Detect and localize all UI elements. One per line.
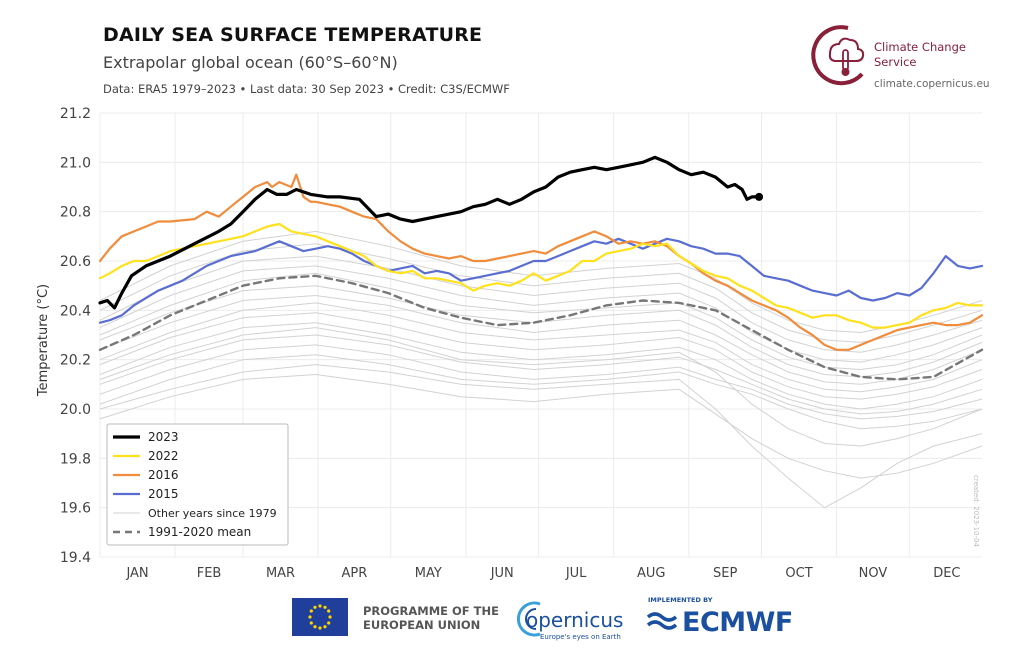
series-lines — [98, 155, 984, 381]
legend-label: Other years since 1979 — [148, 507, 277, 520]
y-tick-label: 20.2 — [60, 353, 91, 369]
ecmwf-wave-icon — [646, 612, 678, 630]
series-line-2015 — [98, 237, 984, 324]
other-year-line-7 — [99, 285, 983, 378]
copernicus-swirl-icon — [517, 601, 541, 637]
ecmwf-implemented-by: IMPLEMENTED BY — [648, 596, 713, 604]
y-tick-label: 20.0 — [60, 402, 91, 418]
ecmwf-logo: IMPLEMENTED BY ECMWF — [646, 596, 806, 642]
copernicus-logo: opernicus Europe's eyes on Earth — [510, 596, 630, 642]
other-years-lines — [99, 230, 983, 509]
chart-legend: 2023 2022 2016 2015 Other years since 1979 19… — [106, 423, 289, 546]
copernicus-name: opernicus — [526, 608, 624, 632]
other-year-line-5 — [99, 302, 983, 393]
y-tick-label: 21.0 — [60, 155, 91, 171]
y-tick-label: 19.8 — [60, 451, 91, 467]
ecmwf-name: ECMWF — [682, 607, 793, 638]
legend-label: 1991-2020 mean — [148, 525, 251, 539]
other-year-line-6 — [99, 294, 983, 385]
y-tick-label: 20.8 — [60, 205, 91, 221]
x-axis-ticks: JAN FEB MAR APR MAY JUN JUL AUG SEP OCT NOV DEC — [125, 566, 960, 581]
legend-box — [106, 423, 289, 546]
x-tick-label: MAR — [266, 566, 295, 581]
x-tick-label: JUN — [490, 566, 514, 581]
series-line-1991-2020-mean — [98, 274, 984, 381]
x-tick-label: OCT — [785, 566, 812, 581]
y-axis-label: Temperature (°C) — [36, 284, 51, 397]
y-tick-label: 19.6 — [60, 501, 91, 517]
other-year-line-11 — [99, 243, 983, 343]
x-tick-label: FEB — [197, 566, 222, 581]
x-tick-label: DEC — [933, 566, 960, 581]
legend-label: 2015 — [148, 487, 179, 501]
other-year-line-1 — [99, 344, 983, 420]
chart-metadata: Data: ERA5 1979–2023 • Last data: 30 Sep… — [103, 82, 510, 96]
other-year-line-0 — [99, 354, 983, 430]
other-year-line-13 — [99, 364, 983, 509]
c3s-emblem-icon — [811, 25, 865, 86]
chart-subtitle: Extrapolar global ocean (60°S–60°N) — [103, 53, 398, 72]
chart-grid — [99, 112, 982, 558]
chart-title: DAILY SEA SURFACE TEMPERATURE — [103, 24, 483, 46]
last-data-point — [755, 192, 764, 201]
y-tick-label: 20.6 — [60, 254, 91, 270]
other-year-line-14 — [99, 373, 983, 479]
legend-label: 2016 — [148, 468, 179, 482]
c3s-name: Climate Change Service — [874, 40, 966, 69]
x-tick-label: SEP — [713, 566, 737, 581]
legend-label: 2022 — [148, 449, 179, 463]
series-line-2023 — [98, 155, 761, 310]
y-axis-ticks: 19.4 19.6 19.8 20.0 20.2 20.4 20.6 20.8 21.0 21.2 — [60, 106, 91, 566]
series-line-2022 — [98, 222, 984, 329]
x-tick-label: APR — [342, 566, 368, 581]
x-tick-label: NOV — [859, 566, 888, 581]
other-year-line-12 — [99, 230, 983, 334]
x-tick-label: MAY — [415, 566, 442, 581]
copernicus-tagline: Europe's eyes on Earth — [540, 633, 621, 641]
c3s-url: climate.copernicus.eu — [874, 78, 990, 90]
c3s-logo: Climate Change Service climate.copernicu… — [808, 22, 1008, 94]
eu-flag-icon — [292, 598, 348, 636]
y-tick-label: 21.2 — [60, 106, 91, 122]
x-tick-label: JUL — [565, 566, 587, 581]
last-data-marker — [755, 192, 764, 201]
x-tick-label: AUG — [637, 566, 665, 581]
other-year-line-9 — [99, 265, 983, 363]
other-year-line-4 — [99, 312, 983, 400]
other-year-line-3 — [99, 322, 983, 410]
x-tick-label: JAN — [125, 566, 148, 581]
legend-label: 2023 — [148, 430, 179, 444]
other-year-line-2 — [99, 334, 983, 415]
eu-programme-text: PROGRAMME OF THE EUROPEAN UNION — [363, 604, 499, 632]
other-year-line-10 — [99, 255, 983, 353]
footer-logos: PROGRAMME OF THE EUROPEAN UNION opernicu… — [0, 592, 1023, 652]
series-line-2016 — [98, 173, 984, 351]
created-date: created: 2023-10-04 — [972, 475, 980, 547]
y-tick-label: 19.4 — [60, 550, 91, 566]
y-tick-label: 20.4 — [60, 303, 91, 319]
other-year-line-15 — [99, 327, 983, 447]
